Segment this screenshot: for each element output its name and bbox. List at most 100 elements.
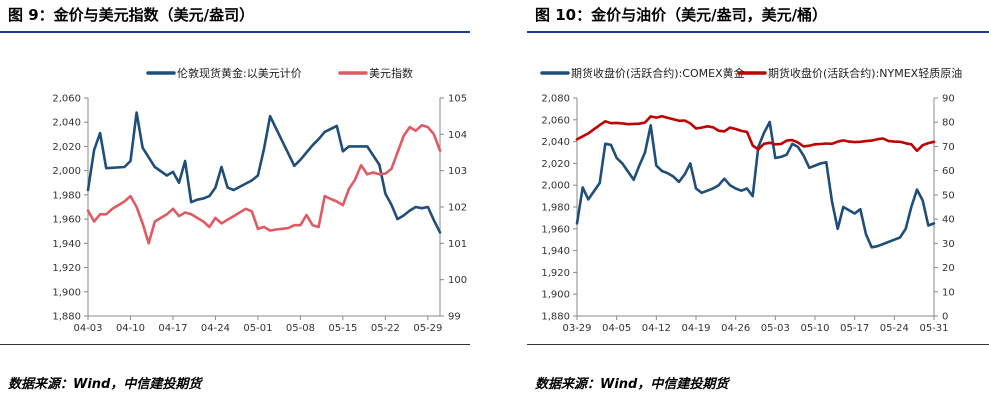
series-1-point bbox=[293, 224, 296, 227]
series-1-point bbox=[196, 217, 199, 219]
series-1-point bbox=[166, 213, 168, 216]
series-0-point bbox=[293, 164, 296, 167]
series-line-0 bbox=[575, 120, 936, 249]
x-tick-label: 05-01 bbox=[243, 323, 272, 334]
series-1-point bbox=[916, 149, 918, 152]
series-1-point bbox=[159, 217, 162, 219]
series-0-point bbox=[814, 164, 816, 167]
series-1-point bbox=[927, 142, 930, 144]
y-left-tick-label: 2,080 bbox=[541, 94, 570, 105]
series-1-point bbox=[853, 141, 856, 143]
series-0-point bbox=[147, 156, 150, 159]
y-left-tick-label: 1,940 bbox=[541, 246, 570, 257]
x-tick-label: 05-24 bbox=[880, 323, 909, 334]
series-0-point bbox=[644, 151, 646, 154]
series-0-point bbox=[695, 187, 697, 190]
series-1-point bbox=[842, 139, 845, 142]
gold-oil-chart: 1,880 1,900 1,920 1,940 1,960 1,980 2,000 2,020… bbox=[540, 66, 962, 334]
y-left-tick-label: 2,060 bbox=[541, 115, 570, 126]
series-1-point bbox=[870, 139, 873, 142]
y-right-tick-label: 104 bbox=[448, 130, 467, 141]
series-0-point bbox=[899, 236, 901, 239]
series-1-point bbox=[865, 140, 867, 142]
y-left-tick-label: 1,900 bbox=[52, 287, 81, 298]
x-tick-label: 05-10 bbox=[800, 323, 829, 334]
series-0-point bbox=[598, 182, 601, 184]
y-left-tick-label: 2,000 bbox=[52, 166, 81, 177]
series-1-point bbox=[774, 143, 777, 146]
series-1-point bbox=[384, 172, 387, 175]
x-tick-label: 03-29 bbox=[562, 323, 591, 334]
y-right-tick-label: 105 bbox=[448, 94, 467, 105]
y-left-tick-label: 1,980 bbox=[541, 203, 570, 214]
series-1-point bbox=[184, 211, 187, 214]
y-left-tick-label: 2,020 bbox=[52, 142, 81, 153]
series-1-point bbox=[887, 140, 890, 142]
series-0-point bbox=[678, 181, 680, 183]
series-1-point bbox=[746, 131, 748, 133]
series-1-point bbox=[802, 145, 805, 148]
series-0-point bbox=[927, 224, 930, 227]
series-0-point bbox=[93, 149, 95, 151]
series-1-point bbox=[220, 222, 223, 225]
series-0-point bbox=[178, 181, 180, 184]
series-0-point bbox=[683, 173, 686, 176]
series-0-point bbox=[723, 177, 726, 180]
series-1-point bbox=[329, 198, 332, 200]
series-1-point bbox=[244, 207, 247, 210]
series-0-point bbox=[933, 222, 935, 225]
series-1-point bbox=[105, 213, 108, 216]
y-right-tick-label: 10 bbox=[942, 287, 955, 298]
series-0-point bbox=[802, 154, 805, 157]
series-0-point bbox=[910, 206, 913, 208]
series-0-point bbox=[825, 161, 828, 164]
series-1-point bbox=[226, 218, 229, 221]
series-1-point bbox=[882, 137, 884, 140]
series-0-point bbox=[420, 207, 423, 210]
series-0-point bbox=[661, 170, 663, 172]
series-1-point bbox=[655, 116, 658, 119]
series-1-point bbox=[172, 207, 174, 210]
figure-9-source-rule bbox=[0, 344, 470, 345]
series-1-point bbox=[700, 126, 703, 129]
series-1-point bbox=[111, 207, 114, 210]
x-tick-label: 05-15 bbox=[328, 323, 357, 334]
series-1-point bbox=[893, 140, 896, 143]
y-right-tick-label: 103 bbox=[448, 166, 467, 177]
series-0-point bbox=[299, 158, 302, 161]
series-0-point bbox=[904, 227, 907, 230]
series-line-1 bbox=[575, 114, 936, 153]
x-tick-label: 04-24 bbox=[201, 323, 230, 334]
series-0-point bbox=[672, 175, 675, 178]
series-0-point bbox=[700, 191, 703, 194]
series-1-point bbox=[439, 149, 441, 152]
y-left-tick-label: 1,960 bbox=[52, 215, 81, 226]
series-1-point bbox=[649, 115, 652, 118]
y-right-tick-label: 70 bbox=[942, 142, 955, 153]
gold-usd-index-chart: 1,880 1,900 1,920 1,940 1,960 1,980 2,000 2,020… bbox=[52, 66, 467, 334]
x-tick-label: 04-03 bbox=[73, 323, 102, 334]
series-0-point bbox=[916, 188, 918, 191]
series-1-point bbox=[402, 135, 405, 137]
series-0-point bbox=[184, 160, 187, 162]
series-1-point bbox=[129, 195, 132, 198]
series-1-point bbox=[311, 224, 314, 227]
x-tick-label: 04-12 bbox=[642, 323, 671, 334]
series-1-point bbox=[768, 141, 771, 144]
x-tick-label: 05-17 bbox=[840, 323, 869, 334]
series-0-point bbox=[439, 231, 441, 234]
series-1-point bbox=[734, 128, 737, 130]
series-1-point bbox=[323, 195, 326, 198]
series-0-point bbox=[576, 222, 578, 225]
series-0-point bbox=[390, 203, 393, 206]
series-0-point bbox=[791, 142, 794, 145]
series-0-point bbox=[706, 189, 709, 192]
y-right-tick-label: 100 bbox=[448, 275, 467, 286]
y-left-tick-label: 1,880 bbox=[52, 312, 81, 323]
figure-10-source: 数据来源：Wind，中信建投期货 bbox=[535, 377, 729, 392]
series-1-point bbox=[598, 124, 601, 126]
series-1-point bbox=[408, 126, 411, 128]
series-1-point bbox=[672, 118, 675, 121]
legend-label-1: 美元指数 bbox=[369, 66, 413, 80]
series-0-point bbox=[427, 206, 429, 208]
